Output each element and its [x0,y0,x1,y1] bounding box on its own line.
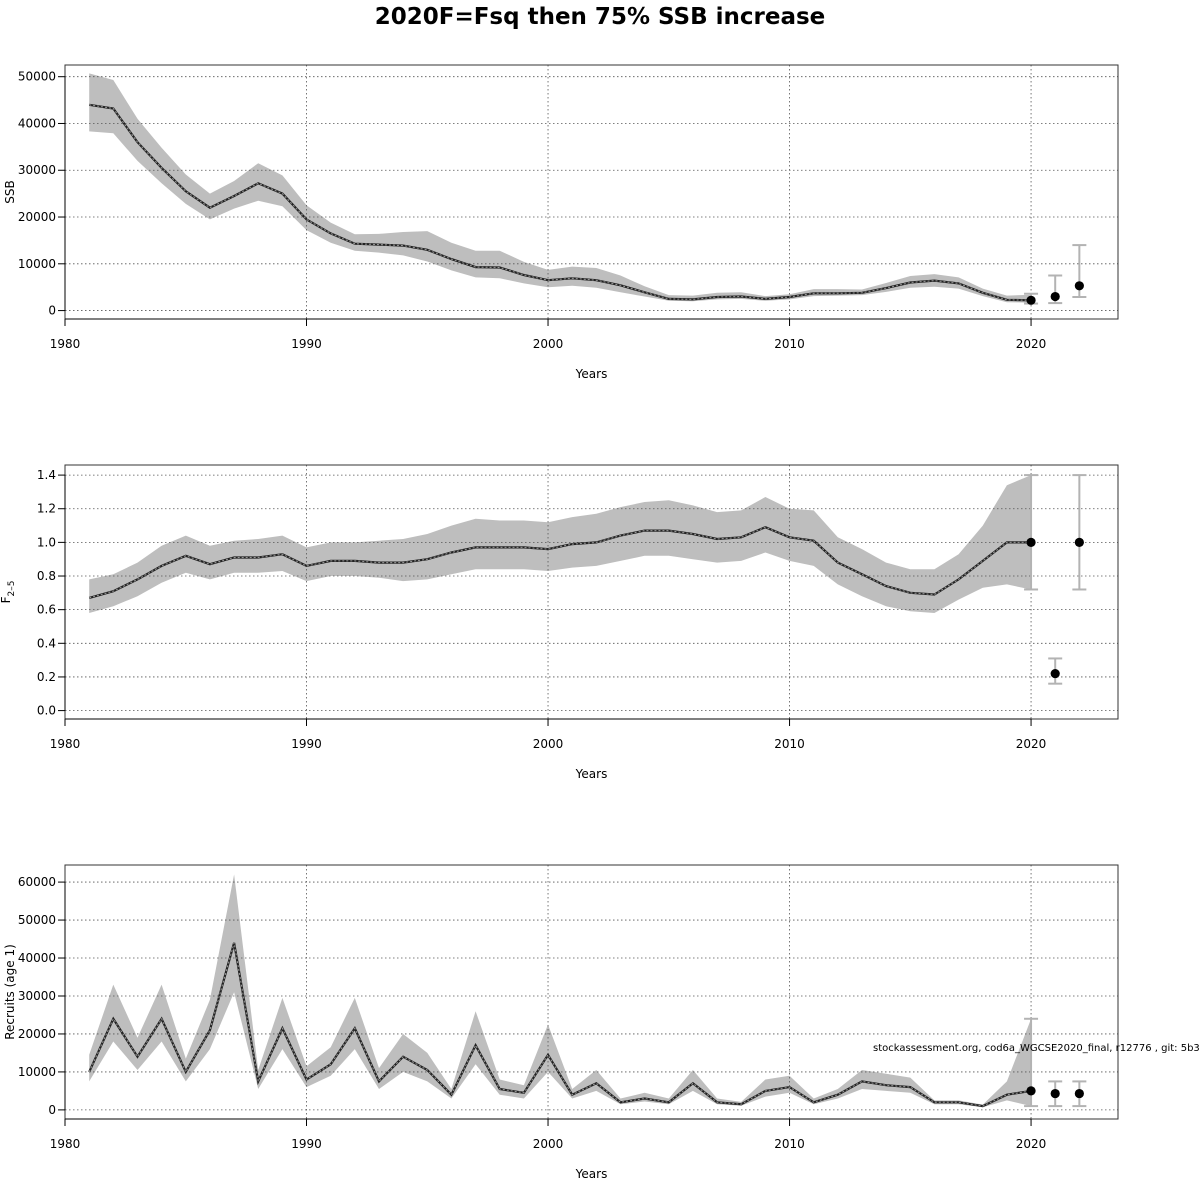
y-axis-title-main: F [0,596,13,603]
x-tick-label: 2000 [533,737,564,751]
y-tick-label: 0.2 [37,670,56,684]
x-axis-title: Years [575,1167,608,1181]
y-tick-label: 30000 [18,989,56,1003]
y-tick-label: 1.4 [37,468,56,482]
y-tick-label: 30000 [18,163,56,177]
forecast-point-2022 [1072,1080,1087,1108]
x-tick-label: 1990 [291,737,322,751]
x-tick-label: 2010 [774,737,805,751]
y-tick-label: 0.6 [37,603,56,617]
forecast-point [1074,537,1084,547]
forecast-point [1074,281,1084,291]
panel-ssb: 1980 1990 2000 2010 2020 0 10000 20000 30000 4000… [3,64,1119,381]
forecast-point-2021 [1048,1080,1063,1108]
y-tick-label: 0 [48,1103,56,1117]
x-tick-label: 2010 [774,337,805,351]
estimate-line-dots [88,942,1032,1107]
forecast-point [1050,1088,1060,1099]
forecast-point [1050,668,1060,679]
x-tick-label: 1990 [291,1137,322,1151]
y-tick-label: 20000 [18,1027,56,1041]
y-tick-label: 50000 [18,70,56,84]
y-tick-label: 20000 [18,210,56,224]
forecast-point-2020 [1024,292,1039,305]
forecast-point-2021 [1048,657,1063,685]
confidence-band [89,475,1032,613]
x-tick-label: 1980 [50,337,81,351]
x-axis-title: Years [575,767,608,781]
panel-recruits: 1980 1990 2000 2010 2020 0 10000 20000 30000 4000… [3,864,1119,1181]
y-axis-title: F2–5 [0,581,17,604]
y-tick-label: 50000 [18,913,56,927]
forecast-point [1026,295,1036,305]
x-tick-label: 1980 [50,737,81,751]
y-tick-label: 0 [48,304,56,318]
y-axis-title-subscript: 2–5 [7,581,17,597]
y-tick-label: 40000 [18,116,56,130]
x-tick-label: 2000 [533,1137,564,1151]
confidence-band [89,874,1032,1108]
y-tick-label: 0.0 [37,704,56,718]
forecast-point-2020 [1024,474,1039,591]
x-tick-label: 1990 [291,337,322,351]
y-tick-label: 1.0 [37,535,56,549]
x-tick-label: 1980 [50,1137,81,1151]
estimate-line-dots [89,526,1032,599]
y-tick-label: 60000 [18,875,56,889]
figure-title: 2020F=Fsq then 75% SSB increase [375,4,826,30]
x-tick-label: 2010 [774,1137,805,1151]
y-tick-label: 40000 [18,951,56,965]
y-axis-title: SSB [3,180,17,203]
panel-fbar: 1980 1990 2000 2010 2020 0.0 0.2 0.4 0.6 0.8 1.0 1.… [0,464,1119,781]
forecast-point-2022 [1072,244,1087,299]
x-tick-label: 2020 [1016,1137,1047,1151]
confidence-band [89,73,1032,303]
forecast-point-2021 [1048,274,1063,305]
forecast-point [1050,291,1060,302]
y-tick-label: 1.2 [37,502,56,516]
footnote: stockassessment.org, cod6a_WGCSE2020_fin… [873,1043,1200,1054]
y-tick-label: 0.8 [37,569,56,583]
x-tick-label: 2000 [533,337,564,351]
y-tick-label: 0.4 [37,636,56,650]
x-axis-title: Years [575,367,608,381]
y-tick-label: 10000 [18,1065,56,1079]
forecast-point [1074,1088,1084,1099]
x-tick-label: 2020 [1016,737,1047,751]
forecast-point-2020 [1024,1017,1039,1108]
x-tick-label: 2020 [1016,337,1047,351]
forecast-point [1026,537,1036,547]
panels: 1980 1990 2000 2010 202001000020000300004000… [0,64,1119,1181]
forecast-point-2022 [1072,474,1087,591]
forecast-point [1026,1086,1036,1096]
estimate-line-dots [89,104,1032,301]
y-axis-title: Recruits (age 1) [3,944,17,1040]
y-tick-label: 10000 [18,257,56,271]
